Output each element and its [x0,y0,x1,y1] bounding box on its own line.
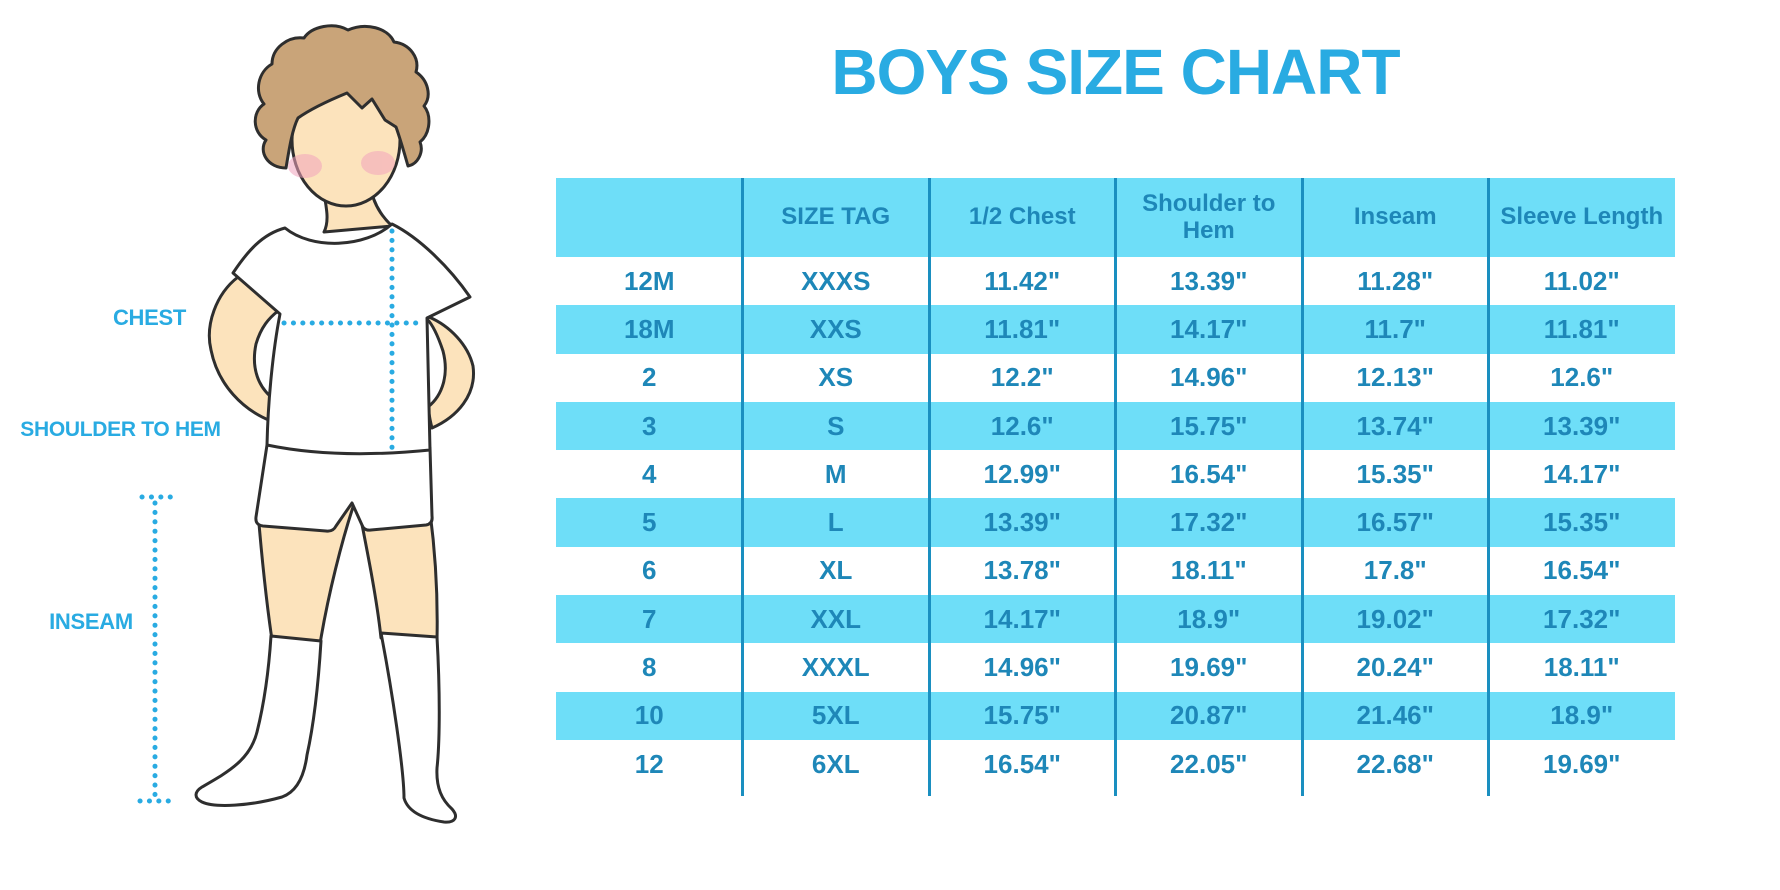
table-cell: 14.17" [1115,305,1302,354]
table-cell: XXXS [742,257,929,306]
table-cell: XXS [742,305,929,354]
table-cell: 11.81" [929,305,1116,354]
table-cell: 12.99" [929,450,1116,499]
table-cell: XS [742,353,929,402]
table-header-cell: 1/2 Chest [929,178,1116,257]
table-cell: 22.05" [1115,739,1302,789]
page-title: BOYS SIZE CHART [831,36,1400,108]
left-sock [194,634,323,807]
table-cell: 12 [556,739,743,789]
hair [253,24,431,170]
table-cell: 11.28" [1302,257,1489,306]
table-cell: XXL [742,595,929,644]
size-table: SIZE TAG 1/2 Chest Shoulder to Hem Inseam Sl… [556,178,1675,796]
table-cell: 13.39" [1115,257,1302,306]
column-divider-line [1114,178,1117,796]
table-cell: 5XL [742,691,929,740]
blush-left-cheek [288,154,322,178]
right-sock [379,631,457,824]
table-cell: 17.32" [1488,595,1675,644]
table-header-cell: Shoulder to Hem [1115,178,1302,257]
table-cell: 6 [556,546,743,596]
table-cell: 6XL [742,739,929,789]
table-cell: 19.69" [1488,739,1675,789]
inseam-label: INSEAM [49,609,133,634]
column-divider-line [1487,178,1490,796]
table-cell: XL [742,546,929,596]
table-cell: 12.13" [1302,353,1489,402]
table-cell: 16.54" [1488,546,1675,596]
table-cell: 15.75" [1115,401,1302,451]
table-cell: 12M [556,257,743,306]
table-cell: 14.17" [929,595,1116,644]
table-cell: 16.57" [1302,498,1489,547]
table-cell: 2 [556,353,743,402]
table-cell: 16.54" [929,739,1116,789]
table-cell: 18.11" [1115,546,1302,596]
chest-label: CHEST [112,305,186,330]
right-arm [425,315,475,430]
table-cell: 15.75" [929,691,1116,740]
table-cell: S [742,401,929,451]
table-cell: XXXL [742,643,929,692]
shoulder-to-hem-label: SHOULDER TO HEM [20,418,221,441]
column-divider-line [741,178,744,796]
table-cell: 12.2" [929,353,1116,402]
boy-illustration [137,24,475,824]
table-cell: 14.96" [1115,353,1302,402]
table-cell: 21.46" [1302,691,1489,740]
column-divider-line [1300,178,1304,796]
table-cell: 18M [556,305,743,354]
table-cell: 13.74" [1302,401,1489,451]
table-cell: 15.35" [1302,450,1489,499]
table-cell: 11.81" [1488,305,1675,354]
table-header-cell [556,178,743,257]
table-cell: 18.9" [1115,595,1302,644]
table-cell: 12.6" [929,401,1116,451]
table-cell: 12.6" [1488,353,1675,402]
table-cell: 10 [556,691,743,740]
table-cell: 15.35" [1488,498,1675,547]
table-cell: 16.54" [1115,450,1302,499]
table-cell: 18.11" [1488,643,1675,692]
table-cell: M [742,450,929,499]
column-divider-line [927,178,931,796]
table-header-cell: SIZE TAG [742,178,929,257]
table-cell: 13.39" [929,498,1116,547]
table-cell: 14.96" [929,643,1116,692]
table-cell: 7 [556,595,743,644]
table-cell: 18.9" [1488,691,1675,740]
table-cell: 13.39" [1488,401,1675,451]
table-cell: 22.68" [1302,739,1489,789]
shorts [254,443,434,533]
table-cell: 4 [556,450,743,499]
table-cell: 19.02" [1302,595,1489,644]
blush-right-cheek [361,151,395,175]
table-cell: 19.69" [1115,643,1302,692]
table-cell: 3 [556,401,743,451]
table-cell: 20.24" [1302,643,1489,692]
table-cell: 5 [556,498,743,547]
tshirt [231,222,472,456]
table-cell: 14.17" [1488,450,1675,499]
table-cell: 11.7" [1302,305,1489,354]
table-cell: L [742,498,929,547]
table-cell: 8 [556,643,743,692]
table-cell: 13.78" [929,546,1116,596]
table-header-cell: Inseam [1302,178,1489,257]
table-header-cell: Sleeve Length [1488,178,1675,257]
table-cell: 11.42" [929,257,1116,306]
table-cell: 17.8" [1302,546,1489,596]
table-cell: 11.02" [1488,257,1675,306]
table-cell: 20.87" [1115,691,1302,740]
table-cell: 17.32" [1115,498,1302,547]
